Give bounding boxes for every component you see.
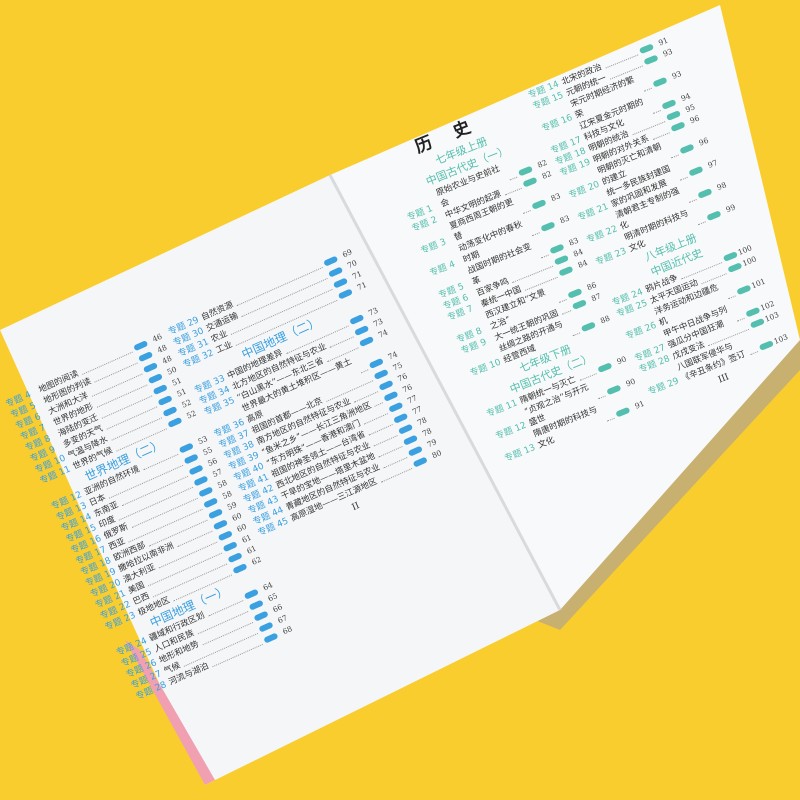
topic-number: 13: [522, 442, 537, 457]
cover-edge: [125, 640, 215, 785]
book-spine-fold: [328, 174, 562, 611]
dot-leader: [697, 220, 706, 226]
dot-leader: [597, 394, 606, 400]
dot-leader: [750, 350, 759, 356]
topic-prefix: 专题: [503, 448, 524, 465]
dot-leader: [531, 231, 540, 237]
dot-leader: [509, 175, 518, 181]
dot-leader: [727, 294, 736, 300]
topic-number: 29: [666, 376, 681, 390]
dot-leader: [522, 209, 531, 214]
dot-leader: [643, 86, 652, 92]
dot-leader: [679, 175, 688, 181]
left-page: [0, 175, 560, 785]
topic-label: 专题 13: [503, 441, 541, 466]
page-ref: 91: [633, 398, 646, 411]
right-page: [330, 5, 800, 610]
dot-leader: [606, 416, 615, 422]
dot-leader: [652, 109, 661, 114]
dot-leader: [540, 253, 549, 259]
dot-leader: [688, 198, 697, 203]
dot-leader: [558, 298, 567, 303]
dot-leader: [736, 316, 745, 322]
dot-leader: [670, 153, 679, 159]
topic-number: 45: [275, 516, 291, 531]
dot-leader: [572, 331, 581, 337]
